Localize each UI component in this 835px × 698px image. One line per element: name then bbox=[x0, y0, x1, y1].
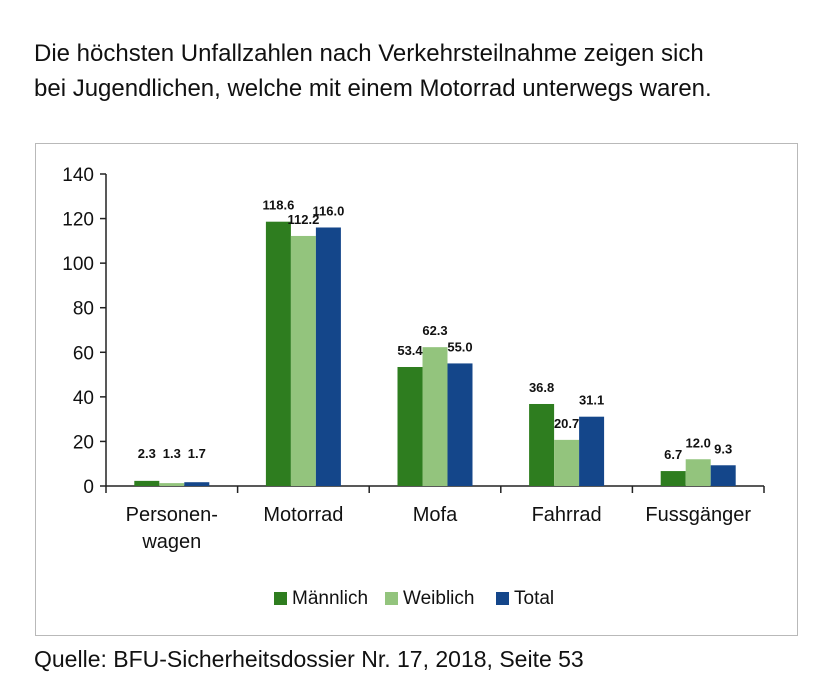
y-tick-label: 120 bbox=[62, 210, 94, 231]
bar-total bbox=[710, 465, 736, 486]
bar-total bbox=[184, 482, 210, 486]
bar-männlich bbox=[134, 480, 160, 486]
legend-label-männlich: Männlich bbox=[292, 588, 368, 609]
data-label: 2.3 bbox=[138, 446, 156, 461]
data-label: 1.3 bbox=[163, 446, 181, 461]
data-label: 20.7 bbox=[554, 416, 579, 431]
y-tick-label: 60 bbox=[73, 343, 94, 364]
data-label: 118.6 bbox=[262, 198, 294, 213]
bar-chart: 0 20 40 60 80 100 120 140 2.3 1.3 1.7 Personen-wage… bbox=[62, 165, 765, 609]
source-citation: Quelle: BFU-Sicherheitsdossier Nr. 17, 2… bbox=[34, 646, 584, 672]
x-category-label: Fussgänger bbox=[645, 504, 751, 526]
data-label: 9.3 bbox=[714, 441, 732, 456]
bar-männlich bbox=[397, 366, 423, 486]
x-category-label: Fahrrad bbox=[532, 504, 602, 526]
legend-swatch-männlich bbox=[274, 592, 287, 605]
bar-weiblich bbox=[290, 235, 316, 486]
chart-frame: 0 20 40 60 80 100 120 140 2.3 1.3 1.7 Personen-wage… bbox=[35, 143, 798, 636]
y-tick-label: 40 bbox=[73, 388, 94, 409]
legend-label-weiblich: Weiblich bbox=[403, 588, 474, 609]
data-label: 112.2 bbox=[287, 212, 319, 227]
x-category-label: wagen bbox=[141, 531, 201, 553]
data-label: 53.4 bbox=[397, 343, 423, 358]
data-label: 12.0 bbox=[686, 435, 711, 450]
legend-swatch-total bbox=[496, 592, 509, 605]
data-label: 116.0 bbox=[312, 203, 344, 218]
bar-männlich bbox=[529, 403, 555, 486]
y-tick-label: 80 bbox=[73, 299, 94, 320]
bar-weiblich bbox=[554, 439, 580, 486]
bar-total bbox=[579, 416, 605, 486]
y-tick-label: 0 bbox=[83, 477, 94, 498]
headline-line-2: bei Jugendlichen, welche mit einem Motor… bbox=[34, 75, 712, 102]
x-category-label: Mofa bbox=[413, 504, 458, 526]
bar-weiblich bbox=[422, 347, 448, 486]
data-label: 1.7 bbox=[188, 446, 206, 461]
bar-männlich bbox=[265, 221, 291, 486]
headline: Die höchsten Unfallzahlen nach Verkehrst… bbox=[34, 36, 829, 106]
y-tick-label: 140 bbox=[62, 165, 94, 186]
data-label: 62.3 bbox=[422, 323, 447, 338]
x-category-label: Motorrad bbox=[263, 504, 343, 526]
bar-total bbox=[447, 363, 473, 486]
bar-männlich bbox=[660, 471, 686, 486]
x-category-label: Personen- bbox=[126, 504, 218, 526]
data-label: 6.7 bbox=[664, 447, 682, 462]
bar-weiblich bbox=[685, 459, 711, 486]
y-tick-label: 100 bbox=[62, 254, 94, 275]
headline-line-1: Die höchsten Unfallzahlen nach Verkehrst… bbox=[34, 40, 704, 67]
data-label: 31.1 bbox=[579, 393, 604, 408]
legend-label-total: Total bbox=[514, 588, 554, 609]
bar-total bbox=[315, 227, 341, 486]
data-label: 55.0 bbox=[447, 339, 472, 354]
bar-weiblich bbox=[159, 483, 185, 486]
data-label: 36.8 bbox=[529, 380, 554, 395]
y-tick-label: 20 bbox=[73, 432, 94, 453]
legend-swatch-weiblich bbox=[385, 592, 398, 605]
